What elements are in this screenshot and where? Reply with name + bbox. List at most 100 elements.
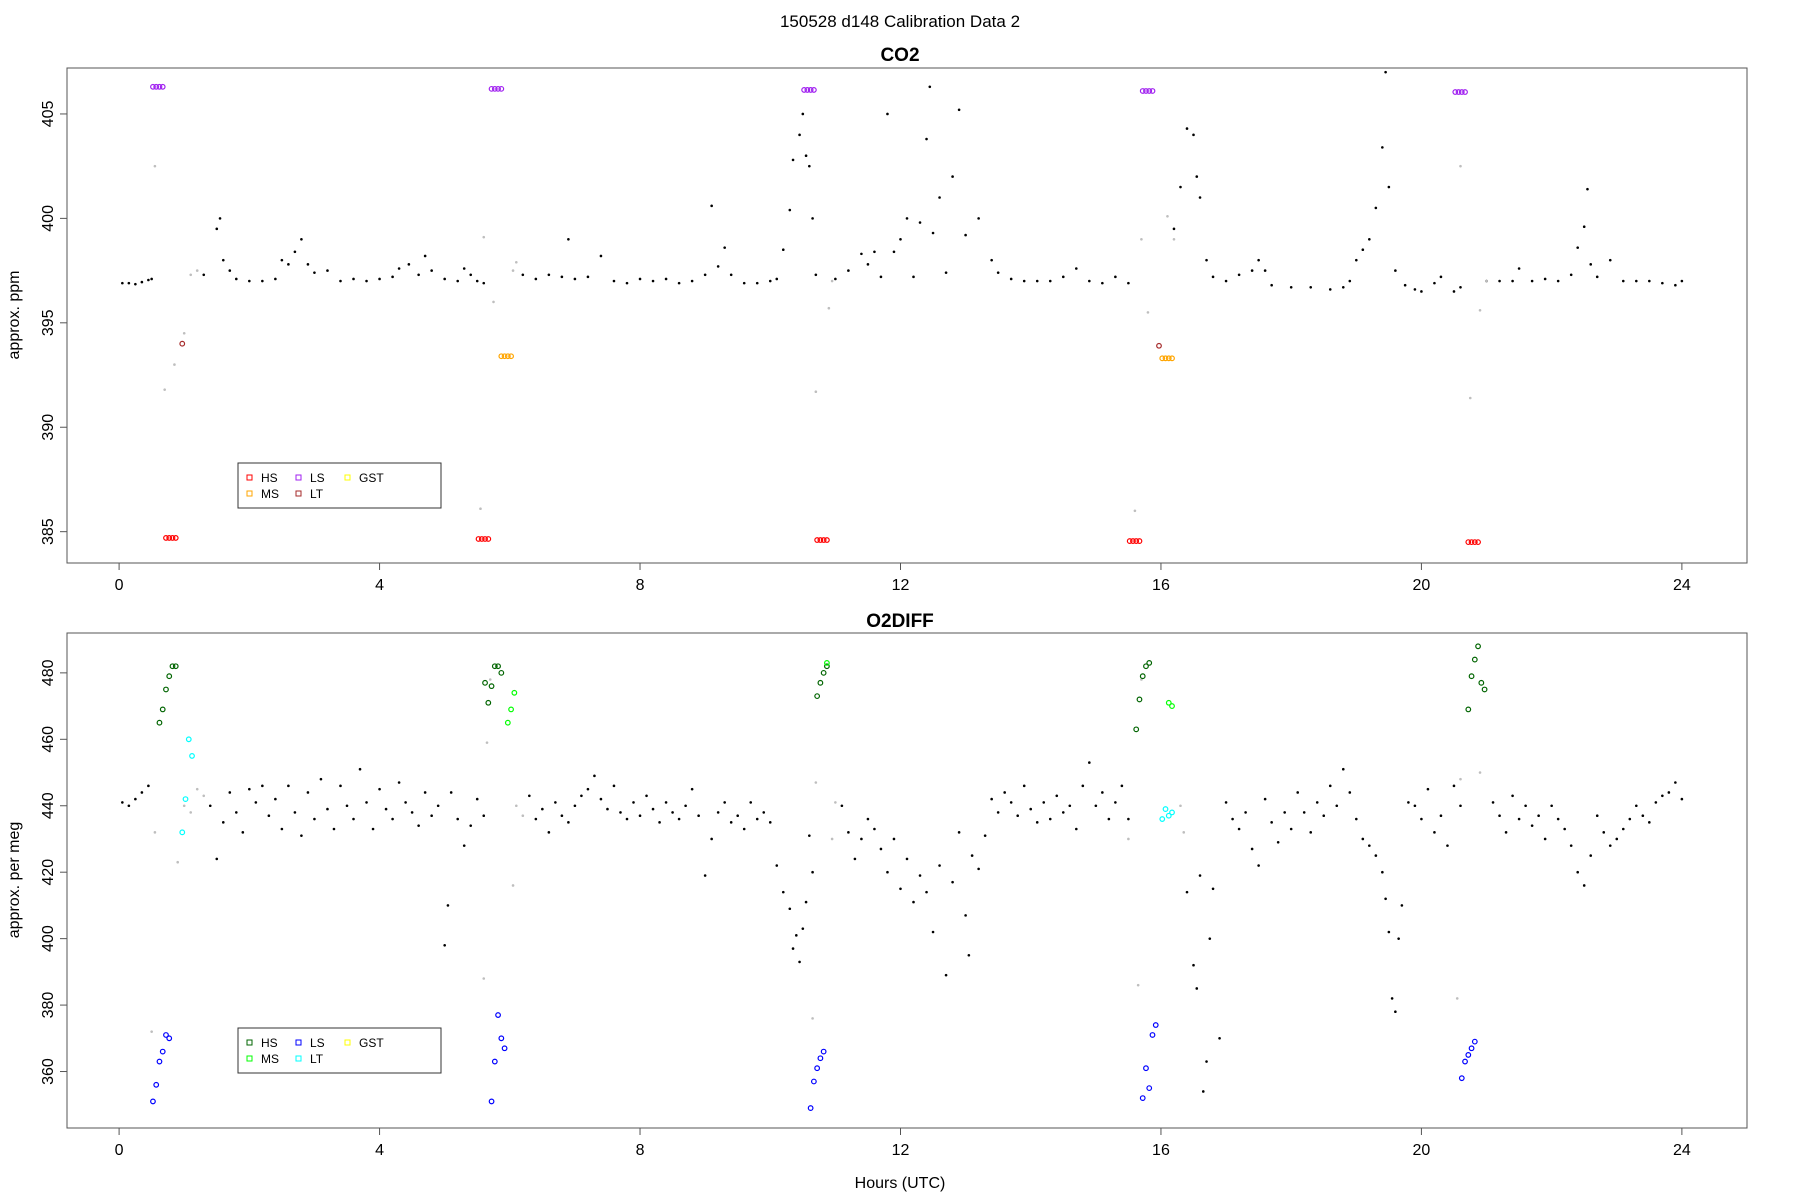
co2-point-ambient — [951, 175, 954, 178]
co2-legend: HS MS LS LT GST — [237, 462, 442, 509]
o2diff-y-tick-label: 440 — [40, 792, 57, 819]
co2-point-ambient — [1289, 286, 1293, 289]
o2diff-point-ambient — [1205, 1060, 1208, 1063]
o2diff-point-ambient — [801, 927, 805, 930]
o2diff-point-lt — [1165, 812, 1172, 819]
co2-x-tick-label: 0 — [115, 577, 124, 594]
co2-point-ambient — [378, 277, 381, 281]
co2-point-lt — [1156, 342, 1162, 349]
co2-point-hs — [1133, 538, 1140, 544]
co2-legend-key-ls — [295, 474, 302, 481]
co2-y-tick-label: 400 — [40, 205, 57, 232]
o2diff-point-ambient — [1315, 801, 1319, 804]
co2-point-ambient — [521, 273, 525, 277]
o2diff-point-transition — [511, 884, 515, 887]
co2-point-ambient — [339, 279, 342, 283]
co2-point-ambient — [261, 279, 264, 283]
o2diff-point-ambient — [1628, 817, 1632, 821]
co2-point-ambient — [127, 281, 131, 285]
co2-point-ambient — [443, 277, 446, 281]
o2diff-point-ambient — [1413, 804, 1417, 808]
co2-point-ambient — [625, 281, 629, 285]
co2-point-ambient — [365, 279, 368, 283]
co2-point-ambient — [586, 275, 590, 279]
co2-point-ls — [495, 85, 501, 92]
o2diff-point-ambient — [781, 890, 785, 894]
co2-point-hs — [478, 536, 485, 542]
co2-point-ambient — [1368, 237, 1371, 241]
o2diff-legend-key-hs — [246, 1039, 253, 1046]
o2diff-y-tick-label: 360 — [40, 1058, 57, 1085]
o2diff-point-ambient — [1201, 1090, 1205, 1093]
co2-point-ambient — [280, 258, 284, 262]
o2diff-point-ambient — [573, 804, 577, 808]
o2diff-point-ambient — [1224, 801, 1228, 804]
co2-point-transition — [482, 235, 486, 239]
o2diff-point-ambient — [970, 854, 974, 857]
co2-point-ambient — [1198, 196, 1202, 199]
co2-point-ambient — [977, 217, 980, 220]
co2-point-ambient — [1680, 279, 1684, 283]
o2diff-point-ambient — [625, 817, 629, 821]
co2-point-ambient — [664, 277, 668, 281]
co2-point-ambient — [755, 281, 759, 285]
o2diff-point-ambient — [1446, 844, 1449, 847]
o2diff-point-ambient — [723, 801, 726, 804]
figure-title: 150528 d148 Calibration Data 2 — [780, 12, 1020, 31]
o2diff-point-ambient — [1075, 827, 1078, 831]
o2diff-point-ambient — [417, 824, 420, 827]
o2diff-point-ambient — [1439, 814, 1443, 818]
o2diff-point-ls — [814, 1065, 821, 1072]
o2diff-point-ls — [159, 1048, 166, 1055]
o2diff-point-ambient — [1504, 831, 1508, 834]
co2-point-ls — [491, 85, 498, 92]
co2-point-ls — [801, 87, 808, 93]
co2-point-ls — [1146, 88, 1153, 94]
o2diff-point-hs — [172, 663, 179, 670]
co2-point-ambient — [1101, 281, 1104, 285]
co2-point-transition — [1166, 214, 1169, 218]
co2-point-ambient — [677, 281, 681, 285]
co2-point-ambient — [274, 277, 277, 281]
co2-legend-key-ms — [246, 490, 253, 497]
o2diff-point-ambient — [1576, 870, 1579, 874]
co2-point-ambient — [892, 250, 896, 254]
co2-point-ambient — [1270, 283, 1273, 287]
o2diff-point-ambient — [847, 831, 850, 834]
o2diff-point-ambient — [1289, 827, 1293, 831]
co2-point-ambient — [1648, 279, 1651, 283]
o2diff-point-ambient — [1498, 814, 1501, 818]
co2-legend-label-hs: HS — [261, 471, 278, 485]
o2diff-point-ambient — [534, 817, 538, 821]
o2diff-y-tick-label: 460 — [40, 726, 57, 753]
co2-point-ambient — [221, 258, 225, 262]
co2-point-ambient — [326, 269, 329, 272]
o2diff-point-ls — [1465, 1052, 1472, 1058]
co2-y-tick-label: 395 — [40, 309, 57, 336]
o2diff-point-ambient — [1569, 844, 1573, 847]
o2diff-point-ambient — [599, 797, 603, 801]
co2-point-ambient — [899, 237, 902, 241]
co2-point-ambient — [886, 112, 889, 116]
o2diff-point-hs — [817, 679, 824, 686]
co2-point-ambient — [1586, 187, 1589, 191]
o2diff-point-ls — [1471, 1038, 1478, 1045]
co2-point-ambient — [788, 208, 792, 212]
o2diff-point-hs — [820, 669, 827, 676]
o2diff-point-transition — [1455, 997, 1459, 1000]
co2-point-ambient — [300, 237, 303, 241]
co2-point-ambient — [547, 273, 551, 277]
o2diff-point-transition — [1179, 804, 1182, 808]
co2-point-ambient — [218, 217, 222, 220]
o2diff-point-ambient — [1244, 811, 1247, 814]
co2-point-ms — [501, 353, 508, 360]
co2-point-ambient — [235, 277, 238, 281]
co2-point-ambient — [1384, 70, 1387, 74]
co2-point-ambient — [742, 281, 746, 285]
o2diff-point-ambient — [1648, 821, 1651, 824]
o2diff-point-ambient — [1120, 784, 1124, 788]
o2diff-point-ambient — [860, 837, 863, 841]
o2diff-point-ambient — [768, 821, 772, 824]
o2diff-point-ambient — [1022, 784, 1026, 788]
o2diff-point-ambient — [996, 811, 1000, 814]
